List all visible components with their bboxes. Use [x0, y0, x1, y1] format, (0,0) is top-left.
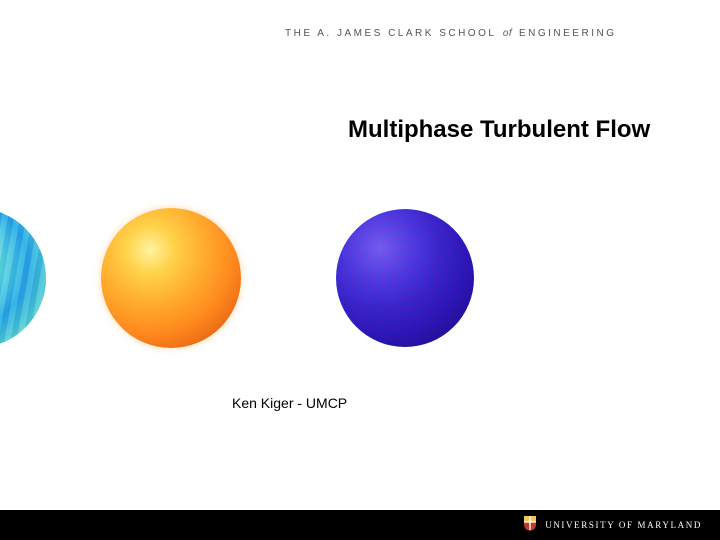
- sphere-3: [336, 209, 474, 347]
- header-suffix: ENGINEERING: [519, 28, 617, 39]
- header-prefix: THE A. JAMES CLARK SCHOOL: [285, 28, 496, 39]
- slide-root: THE A. JAMES CLARK SCHOOL of ENGINEERING…: [0, 0, 720, 540]
- header-of: of: [501, 28, 513, 39]
- sphere-2-body: [101, 208, 241, 348]
- maryland-shield-icon: [523, 515, 537, 536]
- footer-bar: UNIVERSITY OF MARYLAND: [0, 510, 720, 540]
- sphere-3-overlay: [336, 209, 474, 347]
- footer-brand: UNIVERSITY OF MARYLAND: [545, 520, 702, 530]
- school-header: THE A. JAMES CLARK SCHOOL of ENGINEERING: [285, 28, 616, 39]
- sphere-1-overlay: [0, 208, 46, 348]
- sphere-1-body: [0, 208, 46, 348]
- slide-title: Multiphase Turbulent Flow: [348, 116, 650, 144]
- sphere-1: [0, 208, 46, 348]
- author-line: Ken Kiger - UMCP: [232, 395, 347, 411]
- sphere-3-body: [336, 209, 474, 347]
- sphere-2: [101, 208, 241, 348]
- sphere-row: [0, 205, 474, 350]
